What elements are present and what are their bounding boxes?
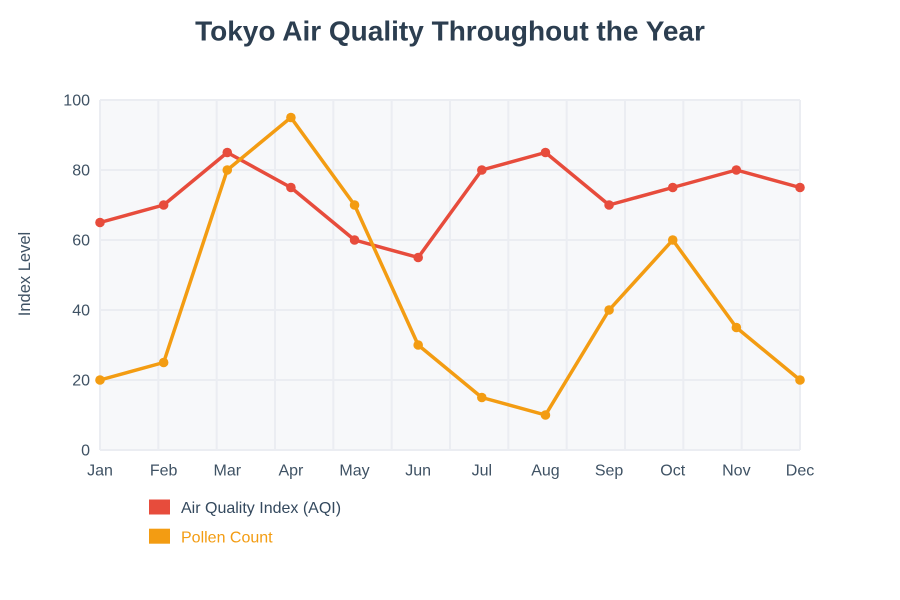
svg-text:Feb: Feb [150, 463, 178, 480]
svg-text:100: 100 [63, 93, 90, 110]
svg-text:20: 20 [72, 373, 90, 390]
svg-text:Air Quality Index (AQI): Air Quality Index (AQI) [181, 500, 341, 517]
svg-text:Jun: Jun [405, 463, 431, 480]
svg-text:Nov: Nov [722, 463, 750, 480]
svg-text:80: 80 [72, 163, 90, 180]
svg-text:Apr: Apr [278, 463, 304, 480]
svg-text:Mar: Mar [213, 463, 241, 480]
svg-text:60: 60 [72, 233, 90, 250]
svg-text:Dec: Dec [786, 463, 814, 480]
svg-text:Jul: Jul [472, 463, 492, 480]
svg-text:Tokyo Air Quality Throughout t: Tokyo Air Quality Throughout the Year [195, 16, 705, 47]
svg-text:Oct: Oct [660, 463, 685, 480]
svg-text:Index Level: Index Level [16, 232, 34, 316]
svg-text:Sep: Sep [595, 463, 624, 480]
svg-text:May: May [339, 463, 369, 480]
svg-text:Aug: Aug [531, 463, 559, 480]
svg-text:Jan: Jan [87, 463, 113, 480]
svg-text:Pollen Count: Pollen Count [181, 529, 273, 546]
svg-text:40: 40 [72, 303, 90, 320]
svg-text:0: 0 [81, 443, 90, 460]
